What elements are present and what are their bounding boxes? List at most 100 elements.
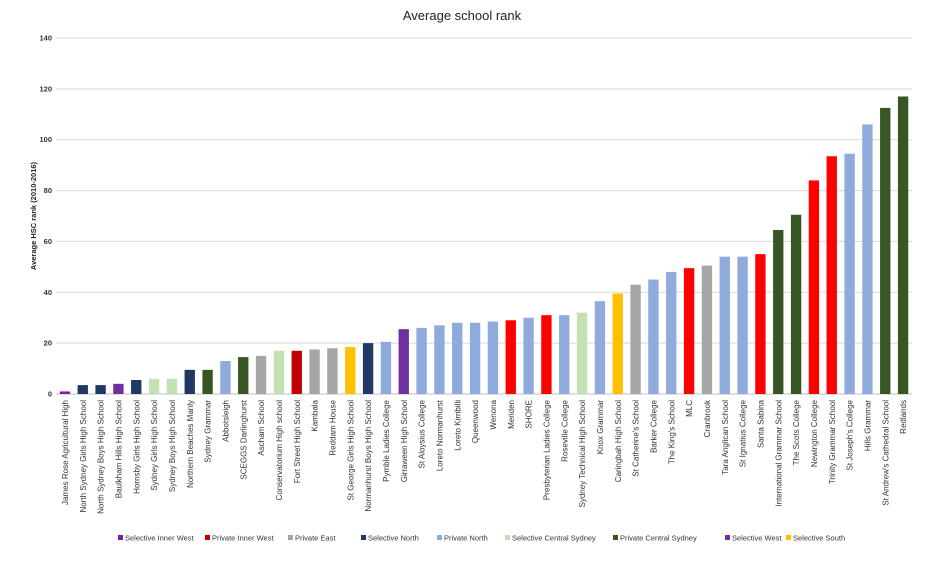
- x-axis-ticks: James Rose Agricultural High North Sydney…: [61, 399, 908, 514]
- x-tick-label: Girraween High School: [400, 400, 409, 482]
- x-tick-label: St George Girls High School: [346, 400, 355, 501]
- bar: [487, 321, 499, 394]
- bar: [755, 254, 766, 394]
- x-tick-label: James Rose Agricultural High: [61, 400, 70, 505]
- bar: [808, 180, 820, 394]
- legend-entry: Private Inner West: [212, 534, 274, 543]
- bar: [327, 348, 338, 394]
- legend-entry: Selective Inner West: [125, 534, 195, 543]
- x-tick-label: St Aloysius College: [418, 399, 427, 468]
- x-tick-label: Hornsby Girls High School: [132, 400, 141, 494]
- x-tick-label: The King's School: [667, 400, 676, 464]
- legend-swatch: [361, 535, 366, 540]
- bar: [541, 315, 552, 394]
- y-axis-ticks: 0 20 40 60 80 100 120 140: [39, 34, 52, 399]
- x-tick-label: Kambala: [311, 399, 320, 431]
- x-tick-label: Loreto Kirribilli: [453, 400, 462, 451]
- x-tick-label: Fort Street High School: [293, 400, 302, 483]
- bar: [666, 271, 677, 394]
- bar: [416, 327, 427, 394]
- bar: [844, 153, 855, 394]
- legend: Selective Inner West Private Inner West Pr…: [118, 534, 845, 543]
- chart-title: Average school rank: [403, 8, 522, 23]
- bars: [59, 96, 909, 394]
- bar: [576, 312, 588, 394]
- x-tick-label: SHORE: [525, 400, 534, 428]
- x-tick-label: Baulkham Hills High School: [114, 400, 123, 498]
- bar: [826, 156, 837, 394]
- bar: [202, 369, 213, 394]
- bar: [452, 322, 463, 394]
- x-tick-label: Hills Grammar: [863, 400, 872, 451]
- y-tick-label: 140: [39, 34, 52, 43]
- x-tick-label: MLC: [685, 400, 694, 417]
- legend-entry: Selective South: [793, 534, 845, 543]
- bar: [148, 378, 160, 394]
- legend-swatch: [505, 535, 510, 540]
- legend-entry: Selective Central Sydney: [512, 534, 596, 543]
- legend-entry: Private Central Sydney: [620, 534, 697, 543]
- bar: [113, 383, 124, 394]
- bar: [273, 350, 285, 394]
- bar: [59, 391, 71, 394]
- bar: [166, 378, 178, 394]
- x-tick-label: North Sydney Boys High School: [97, 400, 106, 514]
- bar: [255, 355, 267, 394]
- x-tick-label: Sydney Technical High School: [578, 400, 587, 508]
- x-tick-label: Queenwood: [471, 400, 480, 443]
- legend-entry: Private East: [295, 534, 336, 543]
- y-axis-label: Average HSC rank (2010-2016): [29, 161, 38, 270]
- bar: [683, 268, 695, 394]
- legend-swatch: [205, 535, 210, 540]
- legend-swatch: [725, 535, 730, 540]
- x-tick-label: Northern Beaches Manly: [186, 400, 195, 488]
- bar: [434, 325, 445, 394]
- x-tick-label: Caringbah High School: [614, 400, 623, 482]
- x-tick-label: Abbotsleigh: [221, 400, 230, 442]
- legend-entry: Private North: [444, 534, 488, 543]
- legend-swatch: [437, 535, 442, 540]
- x-tick-label: Roseville College: [560, 399, 569, 461]
- bar: [184, 369, 195, 394]
- x-tick-label: Presbyterian Ladies College: [542, 399, 551, 500]
- y-tick-label: 20: [44, 339, 52, 348]
- x-tick-label: Trinity Grammar School: [828, 400, 837, 484]
- y-tick-label: 100: [39, 135, 52, 144]
- bar: [523, 317, 534, 394]
- x-tick-label: The Scots College: [792, 399, 801, 465]
- legend-swatch: [786, 535, 791, 540]
- bar: [380, 341, 392, 394]
- y-tick-label: 40: [44, 288, 52, 297]
- x-tick-label: Newington College: [810, 399, 819, 467]
- bar: [362, 343, 374, 394]
- bar: [505, 320, 516, 394]
- x-tick-label: St Ignatius College: [739, 399, 748, 467]
- legend-swatch: [288, 535, 293, 540]
- legend-entry: Selective West: [732, 534, 782, 543]
- y-tick-label: 60: [44, 237, 52, 246]
- bar: [95, 385, 106, 394]
- x-tick-label: Barker College: [649, 399, 658, 452]
- x-tick-label: Meriden: [507, 400, 516, 429]
- x-tick-label: Tara Anglican School: [721, 400, 730, 475]
- bar: [77, 385, 88, 394]
- bar: [719, 256, 730, 394]
- legend-swatch: [613, 535, 618, 540]
- x-tick-label: Sydney Girls High School: [150, 400, 159, 491]
- x-tick-label: St Joseph's College: [846, 399, 855, 470]
- x-tick-label: Santa Sabina: [756, 399, 765, 448]
- x-tick-label: Sydney Grammar: [204, 400, 213, 463]
- bar: [648, 279, 659, 394]
- bar: [345, 346, 356, 394]
- x-tick-label: St Andrew's Cathedral School: [881, 400, 890, 506]
- x-tick-label: Reddam House: [328, 399, 337, 455]
- x-tick-label: Cranbrook: [703, 399, 712, 437]
- bar: [131, 380, 142, 394]
- x-tick-label: St Catherine's School: [632, 400, 641, 477]
- bar: [559, 315, 570, 394]
- y-tick-label: 0: [48, 390, 52, 399]
- x-tick-label: Redlands: [899, 400, 908, 434]
- bar: [220, 360, 231, 394]
